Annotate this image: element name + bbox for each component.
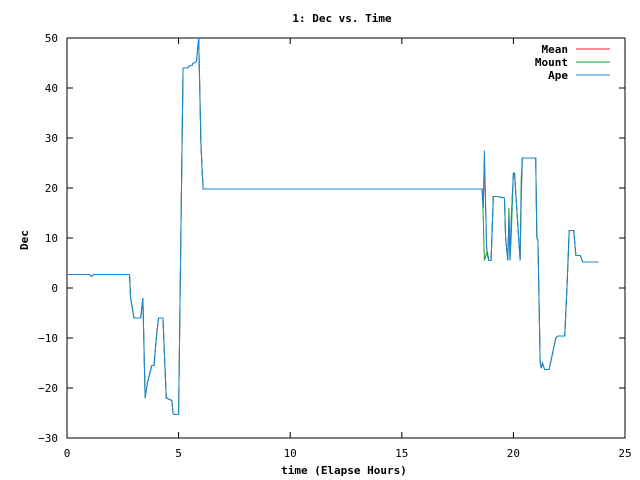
y-tick-label: 0 — [51, 282, 58, 295]
x-tick-label: 20 — [507, 447, 520, 460]
series-lines — [67, 38, 599, 415]
legend-label-mount: Mount — [535, 56, 568, 69]
y-tick-label: 20 — [45, 182, 58, 195]
plot-area-frame — [66, 37, 626, 439]
y-tick-label: −20 — [38, 382, 58, 395]
y-axis-label: Dec — [18, 230, 31, 250]
x-tick-label: 10 — [284, 447, 297, 460]
y-tick-label: 10 — [45, 232, 58, 245]
y-tick-label: 30 — [45, 132, 58, 145]
x-tick-label: 25 — [618, 447, 631, 460]
x-axis: 0 5 10 15 20 25 — [64, 38, 632, 460]
x-tick-label: 5 — [175, 447, 182, 460]
chart-title: 1: Dec vs. Time — [292, 12, 392, 25]
y-tick-label: 40 — [45, 82, 58, 95]
y-tick-label: 50 — [45, 32, 58, 45]
y-axis: −30 −20 −10 0 10 20 30 40 50 — [38, 32, 625, 445]
x-axis-label: time (Elapse Hours) — [281, 464, 407, 477]
y-tick-label: −10 — [38, 332, 58, 345]
x-tick-label: 15 — [395, 447, 408, 460]
series-line-mean — [67, 38, 599, 415]
series-line-ape — [67, 38, 599, 415]
legend-label-ape: Ape — [548, 69, 568, 82]
legend-label-mean: Mean — [542, 43, 569, 56]
y-tick-label: −30 — [38, 432, 58, 445]
series-line-mount — [67, 38, 599, 415]
x-tick-label: 0 — [64, 447, 71, 460]
